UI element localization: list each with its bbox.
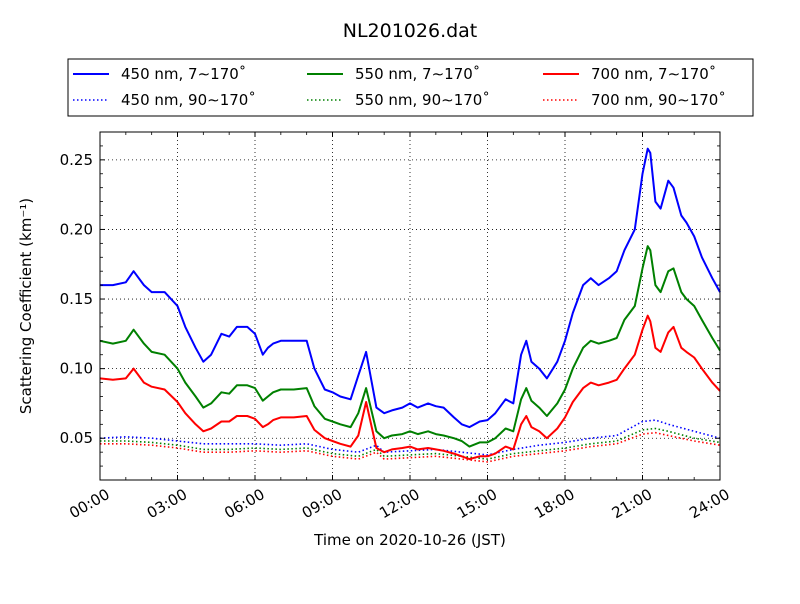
series-line <box>99 314 721 461</box>
series-line <box>99 245 721 448</box>
x-axis-label: Time on 2020-10-26 (JST) <box>313 531 506 549</box>
series-layer <box>99 147 721 463</box>
legend-box <box>67 58 754 117</box>
series-line <box>100 147 721 429</box>
grid <box>100 132 720 480</box>
series-line <box>100 431 721 463</box>
y-tick-label: 0.15 <box>60 290 93 308</box>
y-tick-label: 0.20 <box>60 220 93 238</box>
series-line <box>100 427 721 460</box>
y-tick-label: 0.10 <box>60 360 93 378</box>
series-line <box>99 419 721 456</box>
legend-label: 450 nm, 7∼170˚ <box>121 65 246 83</box>
legend-label: 700 nm, 7∼170˚ <box>591 65 716 83</box>
y-tick-label: 0.25 <box>60 151 93 169</box>
y-tick-label: 0.05 <box>60 429 93 447</box>
legend-label: 450 nm, 90∼170˚ <box>121 91 256 109</box>
y-axis-label: Scattering Coefficient (km⁻¹) <box>17 198 35 414</box>
legend-label: 550 nm, 7∼170˚ <box>355 65 480 83</box>
chart-title: NL201026.dat <box>343 20 478 42</box>
legend-label: 550 nm, 90∼170˚ <box>355 91 490 109</box>
legend: 450 nm, 7∼170˚ 550 nm, 7∼170˚ 700 nm, 7∼17… <box>73 65 726 109</box>
legend-label: 700 nm, 90∼170˚ <box>591 91 726 109</box>
